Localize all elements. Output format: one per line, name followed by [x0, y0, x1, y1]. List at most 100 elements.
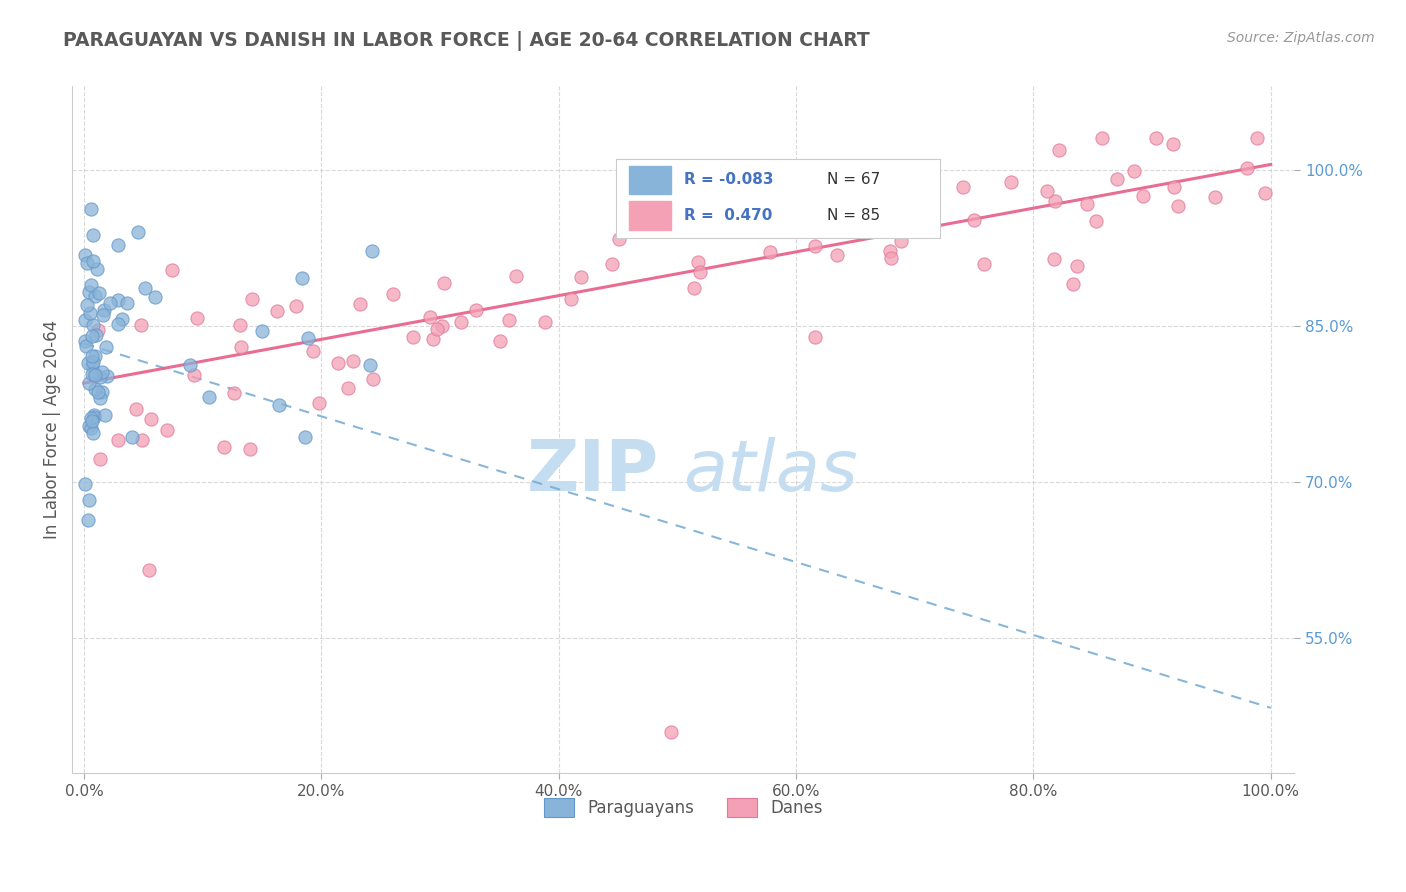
Point — [1047, 143, 1070, 157]
Point — [121, 430, 143, 444]
Point — [689, 265, 711, 279]
Point — [160, 263, 183, 277]
Point — [107, 238, 129, 252]
Point — [80, 367, 103, 381]
Point — [308, 395, 330, 409]
Point — [890, 234, 912, 248]
Point — [294, 430, 316, 444]
Point — [880, 251, 903, 265]
Point — [125, 401, 148, 416]
Point — [82, 227, 104, 242]
Point — [186, 311, 208, 326]
Point — [284, 299, 307, 313]
Point — [266, 303, 288, 318]
Point — [688, 254, 710, 268]
Point — [94, 340, 117, 354]
Text: Source: ZipAtlas.com: Source: ZipAtlas.com — [1227, 31, 1375, 45]
Point — [858, 211, 880, 225]
Point — [1062, 277, 1084, 291]
Point — [952, 179, 974, 194]
Text: ZIP: ZIP — [527, 436, 659, 506]
Point — [76, 513, 98, 527]
Point — [86, 261, 108, 276]
Point — [80, 414, 103, 428]
Point — [569, 270, 592, 285]
Point — [1000, 175, 1022, 189]
Point — [87, 323, 110, 337]
Point — [855, 214, 877, 228]
Point — [239, 442, 262, 456]
Point — [79, 277, 101, 292]
Point — [84, 328, 107, 343]
Point — [782, 216, 804, 230]
Point — [89, 285, 111, 300]
Text: PARAGUAYAN VS DANISH IN LABOR FORCE | AGE 20-64 CORRELATION CHART: PARAGUAYAN VS DANISH IN LABOR FORCE | AG… — [63, 31, 870, 51]
Point — [252, 324, 274, 338]
Point — [98, 296, 121, 310]
Point — [75, 338, 97, 352]
Point — [82, 253, 104, 268]
Point — [84, 289, 107, 303]
Point — [80, 421, 103, 435]
Point — [129, 318, 152, 332]
Point — [138, 563, 160, 577]
Point — [1132, 188, 1154, 202]
Point — [80, 329, 103, 343]
Point — [89, 391, 111, 405]
Point — [342, 354, 364, 368]
Point — [179, 359, 201, 373]
Point — [1246, 131, 1268, 145]
Point — [94, 409, 117, 423]
Point — [644, 189, 666, 203]
Point — [825, 248, 848, 262]
Point — [183, 368, 205, 382]
Point — [134, 281, 156, 295]
Point — [1042, 252, 1064, 267]
Point — [229, 318, 252, 332]
Point — [1236, 161, 1258, 175]
Point — [291, 271, 314, 285]
Y-axis label: In Labor Force | Age 20-64: In Labor Force | Age 20-64 — [44, 320, 60, 540]
Point — [361, 371, 384, 385]
Point — [269, 398, 291, 412]
Point — [79, 411, 101, 425]
Point — [89, 369, 111, 384]
Point — [77, 376, 100, 391]
Point — [607, 232, 630, 246]
Point — [1253, 186, 1275, 200]
Point — [82, 355, 104, 369]
Point — [83, 368, 105, 382]
Point — [1084, 214, 1107, 228]
Point — [91, 364, 114, 378]
Point — [139, 412, 162, 426]
Point — [82, 359, 104, 373]
Point — [222, 386, 245, 401]
Point — [430, 319, 453, 334]
Point — [1036, 184, 1059, 198]
Point — [82, 425, 104, 440]
Point — [498, 312, 520, 326]
Point — [83, 366, 105, 380]
Point — [349, 297, 371, 311]
Point — [115, 295, 138, 310]
Point — [600, 256, 623, 270]
Point — [240, 292, 263, 306]
Point — [80, 350, 103, 364]
Point — [1144, 131, 1167, 145]
Point — [382, 287, 405, 301]
Point — [91, 308, 114, 322]
Point — [661, 724, 683, 739]
Point — [79, 493, 101, 508]
Point — [879, 244, 901, 258]
Point — [758, 245, 780, 260]
Point — [426, 321, 449, 335]
Point — [560, 293, 582, 307]
Point — [89, 452, 111, 467]
Point — [1066, 259, 1088, 273]
Point — [197, 391, 219, 405]
Point — [83, 409, 105, 423]
Point — [82, 318, 104, 332]
Point — [1167, 198, 1189, 212]
Point — [127, 226, 149, 240]
Point — [107, 293, 129, 307]
